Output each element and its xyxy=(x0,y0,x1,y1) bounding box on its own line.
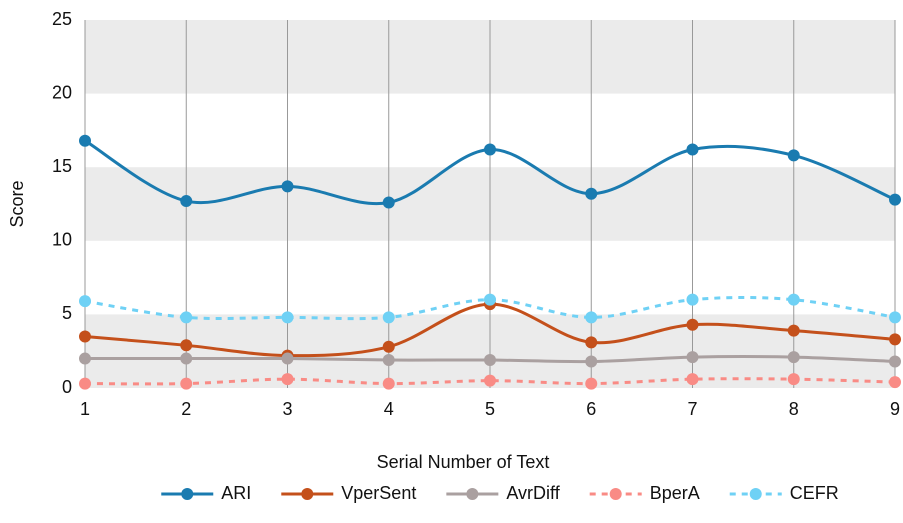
x-tick-label: 2 xyxy=(181,399,191,419)
point xyxy=(889,193,901,206)
legend: ARI VperSent AvrDiff BperA CEFR xyxy=(161,483,839,503)
legend-marker xyxy=(749,488,762,500)
point xyxy=(686,293,699,306)
point xyxy=(787,149,800,162)
y-tick-label: 20 xyxy=(52,82,72,102)
point xyxy=(484,293,496,306)
x-tick-label: 1 xyxy=(80,399,90,419)
y-axis-label: Score xyxy=(7,180,27,227)
point xyxy=(686,351,699,364)
point xyxy=(585,187,598,200)
legend-marker xyxy=(301,488,314,500)
legend-item: CEFR xyxy=(729,483,839,503)
point xyxy=(79,377,91,390)
y-tick-label: 15 xyxy=(52,156,72,176)
legend-item: BperA xyxy=(589,483,700,503)
point xyxy=(180,339,193,352)
point xyxy=(787,351,800,364)
legend-label: VperSent xyxy=(341,483,416,503)
legend-label: AvrDiff xyxy=(506,483,560,503)
point xyxy=(281,180,294,193)
point xyxy=(686,143,699,156)
point xyxy=(79,352,91,365)
y-tick-label: 5 xyxy=(62,303,72,323)
point xyxy=(382,340,395,353)
point xyxy=(484,143,496,156)
x-tick-label: 9 xyxy=(890,399,900,419)
point xyxy=(585,336,598,349)
point xyxy=(787,324,800,337)
legend-marker xyxy=(609,488,622,500)
point xyxy=(180,377,193,390)
point xyxy=(382,354,395,367)
point xyxy=(79,295,91,308)
point xyxy=(686,373,699,386)
legend-item: ARI xyxy=(161,483,251,503)
point xyxy=(585,311,598,324)
x-tick-label: 7 xyxy=(687,399,697,419)
point xyxy=(484,354,496,367)
point xyxy=(686,318,699,331)
point xyxy=(180,352,193,365)
point xyxy=(281,373,294,386)
point xyxy=(281,352,294,365)
x-tick-label: 4 xyxy=(384,399,394,419)
point xyxy=(382,377,395,390)
legend-marker xyxy=(466,488,479,500)
x-tick-label: 3 xyxy=(282,399,292,419)
point xyxy=(889,355,901,368)
point xyxy=(79,134,91,147)
point xyxy=(281,311,294,324)
legend-label: ARI xyxy=(221,483,251,503)
point xyxy=(382,196,395,209)
point xyxy=(889,311,901,324)
y-tick-label: 10 xyxy=(52,230,72,250)
legend-item: AvrDiff xyxy=(446,483,561,503)
point xyxy=(889,333,901,346)
point xyxy=(889,376,901,389)
y-tick-label: 25 xyxy=(52,9,72,29)
point xyxy=(180,195,193,208)
point xyxy=(585,355,598,368)
point xyxy=(585,377,598,390)
x-tick-label: 5 xyxy=(485,399,495,419)
legend-label: CEFR xyxy=(790,483,839,503)
x-tick-label: 6 xyxy=(586,399,596,419)
x-axis-label: Serial Number of Text xyxy=(377,452,550,472)
point xyxy=(787,293,800,306)
point xyxy=(79,330,91,343)
legend-item: VperSent xyxy=(281,483,416,503)
legend-marker xyxy=(181,488,194,500)
point xyxy=(180,311,193,324)
point xyxy=(382,311,395,324)
point xyxy=(787,373,800,386)
legend-label: BperA xyxy=(650,483,700,503)
point xyxy=(484,374,496,387)
y-tick-label: 0 xyxy=(62,377,72,397)
x-tick-label: 8 xyxy=(789,399,799,419)
